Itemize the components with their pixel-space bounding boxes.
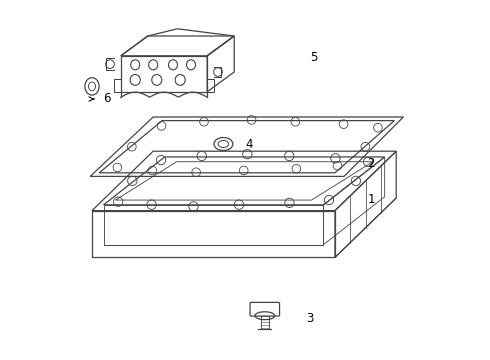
Text: 2: 2 [368, 157, 375, 170]
Text: 6: 6 [103, 93, 110, 105]
Text: 5: 5 [310, 51, 317, 64]
Text: 4: 4 [245, 138, 252, 150]
Text: 3: 3 [306, 312, 314, 325]
Text: 1: 1 [368, 193, 375, 206]
